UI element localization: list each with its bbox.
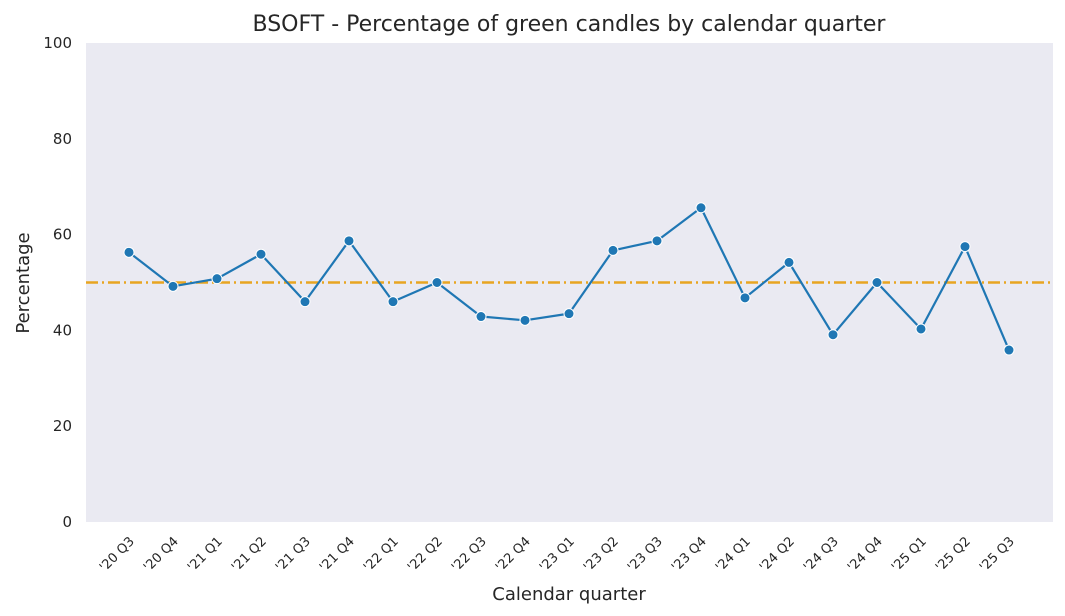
data-point	[915, 323, 927, 335]
x-tick-label: '21 Q2	[229, 534, 270, 575]
x-tick-label: '20 Q3	[97, 534, 138, 575]
x-tick-label: '22 Q3	[449, 534, 490, 575]
x-tick-label: '24 Q2	[757, 534, 798, 575]
x-tick-label: '23 Q4	[669, 534, 710, 575]
x-tick-label: '24 Q4	[845, 534, 886, 575]
data-point	[695, 202, 707, 214]
x-tick-label: '21 Q1	[185, 534, 226, 575]
data-point	[519, 314, 531, 326]
data-point	[563, 308, 575, 320]
y-tick-label: 40	[53, 321, 72, 339]
y-tick-label: 60	[53, 226, 72, 244]
x-tick-label: '25 Q3	[977, 534, 1018, 575]
data-point	[431, 277, 443, 288]
x-tick-label: '25 Q1	[889, 534, 930, 575]
y-tick-labels: 0 20 40 60 80 100	[43, 34, 72, 531]
x-tick-label: '22 Q2	[405, 534, 446, 575]
data-point	[783, 256, 795, 268]
x-tick-label: '24 Q3	[801, 534, 842, 575]
data-point	[299, 296, 311, 308]
x-tick-label: '22 Q1	[361, 534, 402, 575]
data-point	[123, 246, 135, 258]
data-point	[959, 241, 971, 253]
y-tick-label: 100	[43, 34, 72, 52]
data-point	[651, 235, 663, 247]
data-point	[167, 280, 179, 292]
x-tick-label: '23 Q2	[581, 534, 622, 575]
y-tick-label: 80	[53, 130, 72, 148]
y-tick-label: 0	[62, 513, 72, 531]
data-point	[1003, 344, 1015, 356]
data-points	[123, 202, 1015, 356]
x-tick-label: '25 Q2	[933, 534, 974, 575]
chart-title: BSOFT - Percentage of green candles by c…	[253, 12, 887, 37]
data-point	[827, 329, 839, 341]
x-tick-label: '24 Q1	[713, 534, 754, 575]
x-tick-label: '23 Q1	[537, 534, 578, 575]
data-point	[387, 296, 399, 308]
x-tick-label: '21 Q3	[273, 534, 314, 575]
x-tick-label: '23 Q3	[625, 534, 666, 575]
x-tick-label: '20 Q4	[141, 534, 182, 575]
data-point	[871, 277, 883, 288]
x-tick-label: '22 Q4	[493, 534, 534, 575]
data-point	[475, 311, 487, 323]
data-point	[255, 248, 267, 260]
y-tick-label: 20	[53, 417, 72, 435]
data-point	[739, 292, 751, 304]
y-axis-label: Percentage	[13, 232, 34, 333]
data-point	[343, 235, 355, 247]
data-point	[607, 244, 619, 256]
data-point	[211, 273, 223, 285]
x-tick-labels: '20 Q3'20 Q4'21 Q1'21 Q2'21 Q3'21 Q4'22 …	[97, 534, 1018, 575]
x-tick-label: '21 Q4	[317, 534, 358, 575]
x-axis-label: Calendar quarter	[492, 584, 646, 605]
